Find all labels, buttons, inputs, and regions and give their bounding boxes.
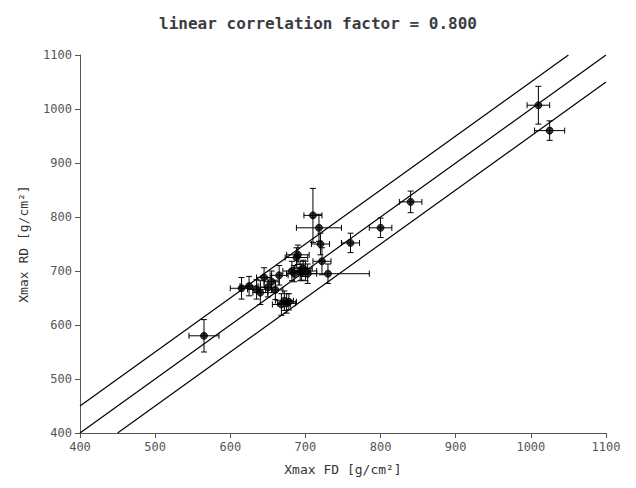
svg-text:800: 800 (370, 440, 392, 454)
svg-text:1100: 1100 (592, 440, 621, 454)
svg-text:800: 800 (50, 210, 72, 224)
svg-text:1000: 1000 (43, 102, 72, 116)
svg-text:900: 900 (445, 440, 467, 454)
svg-text:700: 700 (295, 440, 317, 454)
svg-text:700: 700 (50, 264, 72, 278)
svg-text:1100: 1100 (43, 48, 72, 62)
svg-text:900: 900 (50, 156, 72, 170)
svg-text:500: 500 (50, 372, 72, 386)
svg-text:500: 500 (144, 440, 166, 454)
svg-text:linear correlation factor = 0.: linear correlation factor = 0.800 (159, 14, 477, 33)
svg-text:400: 400 (69, 440, 91, 454)
svg-text:Xmax FD [g/cm²]: Xmax FD [g/cm²] (284, 462, 401, 477)
svg-text:1000: 1000 (516, 440, 545, 454)
svg-text:Xmax RD [g/cm²]: Xmax RD [g/cm²] (16, 185, 31, 302)
svg-text:400: 400 (50, 426, 72, 440)
svg-text:600: 600 (219, 440, 241, 454)
svg-text:600: 600 (50, 318, 72, 332)
